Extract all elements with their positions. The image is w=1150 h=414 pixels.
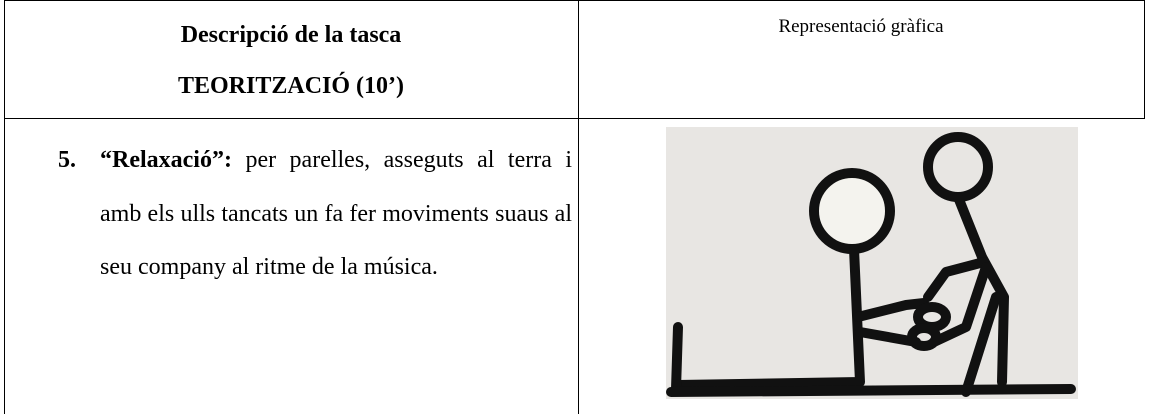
table-border xyxy=(4,0,5,414)
header-title: Representació gràfica xyxy=(778,16,944,37)
table-border xyxy=(578,0,579,414)
table-border xyxy=(4,0,1145,1)
item-label: “Relaxació”: xyxy=(100,147,232,173)
table-border xyxy=(1144,0,1145,118)
header-title: Descripció de la tasca xyxy=(180,22,402,48)
stick-figures xyxy=(666,132,1076,397)
item-number: 5. xyxy=(58,147,76,173)
header-title: TEORITZACIÓ (10’) xyxy=(177,73,405,99)
item-text: “Relaxació”: per parelles, asseguts al t… xyxy=(100,134,572,295)
table-border xyxy=(4,118,1145,119)
photo-background xyxy=(666,127,1078,399)
illustration xyxy=(666,127,1078,399)
item-description: per parelles, asseguts al terra i amb el… xyxy=(100,147,572,280)
